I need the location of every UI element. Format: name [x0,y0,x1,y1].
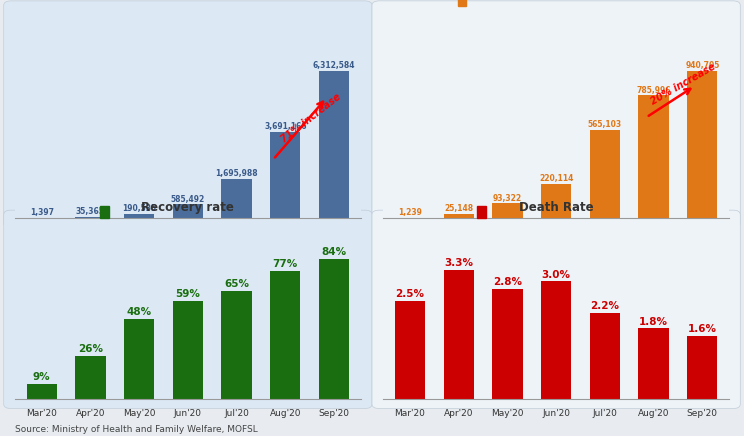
Bar [270,132,301,218]
Text: 20% increase: 20% increase [649,62,717,107]
Bar [687,71,717,218]
Bar [590,130,620,218]
Text: 1.6%: 1.6% [687,324,716,334]
Text: 1.8%: 1.8% [639,317,668,327]
Bar [443,270,474,399]
Text: 1,695,988: 1,695,988 [215,169,258,178]
Text: 190,535: 190,535 [122,204,156,213]
Text: 9%: 9% [33,372,51,382]
Bar [477,206,487,218]
Text: 785,996: 785,996 [636,85,671,95]
Bar [395,301,425,399]
Text: 25,148: 25,148 [444,204,473,213]
Text: 2.5%: 2.5% [396,289,425,299]
Bar [638,95,669,218]
Bar [100,206,109,218]
Bar [270,271,301,399]
Text: 3.3%: 3.3% [444,258,473,268]
Bar [541,184,571,218]
Text: 6,312,584: 6,312,584 [312,61,356,70]
Bar [687,336,717,399]
Text: 65%: 65% [224,279,249,289]
Bar [458,0,466,6]
Bar [173,204,203,218]
Bar [124,319,154,399]
Text: Recovery rate: Recovery rate [141,201,234,214]
Text: 26%: 26% [78,344,103,354]
Text: 565,103: 565,103 [588,120,622,129]
Text: 77%: 77% [273,259,298,269]
Text: Death Rate: Death Rate [519,201,594,214]
Text: 1,397: 1,397 [30,208,54,217]
Bar [75,356,106,399]
Text: 1,239: 1,239 [398,208,422,217]
Bar [493,204,522,218]
Bar [75,217,106,218]
Text: 48%: 48% [126,307,152,317]
Text: 59%: 59% [176,289,200,299]
Bar [493,290,522,399]
Text: Total Confirmed Cases: Total Confirmed Cases [114,0,262,3]
Text: 93,322: 93,322 [493,194,522,203]
Text: 940,705: 940,705 [685,61,719,70]
Bar [27,384,57,399]
Bar [222,291,251,399]
Bar [541,282,571,399]
Text: 585,492: 585,492 [170,194,205,204]
Bar [319,259,349,399]
Bar [443,214,474,218]
Bar [590,313,620,399]
Text: 220,114: 220,114 [539,174,574,183]
Text: 35,365: 35,365 [76,208,105,216]
Bar [638,328,669,399]
Bar [124,214,154,218]
Text: 71% increase: 71% increase [280,92,343,144]
Bar [222,178,251,218]
Text: Total Active Cases: Total Active Cases [496,0,617,3]
Text: Source: Ministry of Health and Family Welfare, MOFSL: Source: Ministry of Health and Family We… [15,425,257,434]
Text: 3,691,166: 3,691,166 [264,123,307,131]
Text: 2.2%: 2.2% [591,301,619,311]
Text: 2.8%: 2.8% [493,277,522,287]
Text: 3.0%: 3.0% [542,269,571,279]
Bar [319,71,349,218]
Text: 84%: 84% [321,247,347,257]
Bar [173,301,203,399]
